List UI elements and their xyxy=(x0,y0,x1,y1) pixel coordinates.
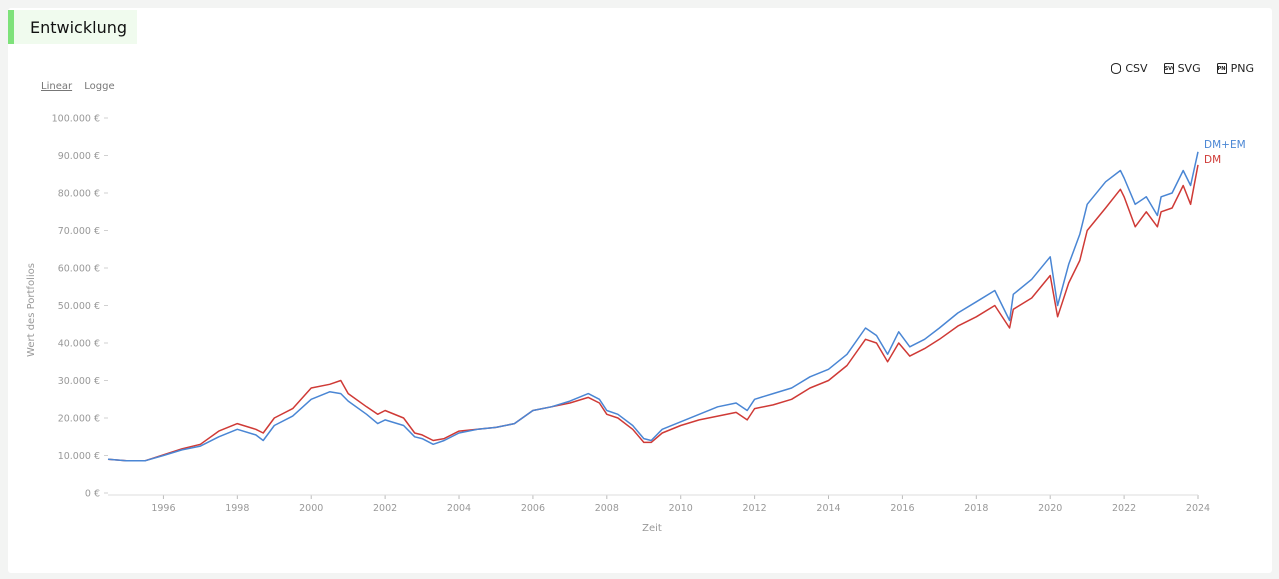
page-title: Entwicklung xyxy=(30,17,127,37)
scale-linear-button[interactable]: Linear xyxy=(41,81,73,92)
x-tick-label: 2000 xyxy=(299,503,323,514)
x-tick-label: 1996 xyxy=(151,503,175,514)
x-tick-label: 2004 xyxy=(447,503,471,514)
export-toolbar: CSV SVG SVG PNG PNG xyxy=(1111,62,1254,75)
scale-log-button[interactable]: Logge xyxy=(84,81,115,92)
series-line-dmem xyxy=(107,151,1199,462)
y-axis-label: Wert des Portfolios xyxy=(26,263,37,357)
export-csv-button[interactable]: CSV xyxy=(1111,62,1148,75)
x-axis-label: Zeit xyxy=(642,523,662,534)
x-tick-label: 1998 xyxy=(225,503,249,514)
x-tick-label: 2014 xyxy=(816,503,840,514)
x-tick-label: 2024 xyxy=(1186,503,1210,514)
database-download-icon xyxy=(1111,63,1122,74)
y-tick-label: 100.000 € xyxy=(52,114,100,125)
x-tick-label: 2020 xyxy=(1038,503,1062,514)
export-png-button[interactable]: PNG PNG xyxy=(1216,62,1254,75)
png-file-icon: PNG xyxy=(1216,63,1227,74)
legend-label: DM+EM xyxy=(1204,139,1246,151)
x-tick-label: 2022 xyxy=(1112,503,1136,514)
y-tick-label: 80.000 € xyxy=(58,189,100,200)
x-tick-label: 2016 xyxy=(890,503,914,514)
x-tick-label: 2010 xyxy=(669,503,693,514)
y-tick-label: 60.000 € xyxy=(58,264,100,275)
y-tick-label: 30.000 € xyxy=(58,376,100,387)
y-tick-label: 70.000 € xyxy=(58,226,100,237)
y-tick-label: 40.000 € xyxy=(58,339,100,350)
export-svg-label: SVG xyxy=(1177,62,1201,75)
scale-toggle: Linear Logge xyxy=(41,81,124,92)
x-tick-label: 2012 xyxy=(743,503,767,514)
export-csv-label: CSV xyxy=(1125,62,1148,75)
x-tick-label: 2018 xyxy=(964,503,988,514)
export-png-label: PNG xyxy=(1230,62,1254,75)
x-tick-label: 2002 xyxy=(373,503,397,514)
legend-label: DM xyxy=(1204,154,1221,166)
svg-file-icon: SVG xyxy=(1163,63,1174,74)
x-tick-label: 2008 xyxy=(595,503,619,514)
title-bar: Entwicklung xyxy=(8,10,137,44)
y-tick-label: 10.000 € xyxy=(58,451,100,462)
y-tick-label: 0 € xyxy=(85,489,100,500)
series-line-dm xyxy=(107,164,1199,462)
y-tick-label: 20.000 € xyxy=(58,414,100,425)
y-tick-label: 50.000 € xyxy=(58,301,100,312)
y-tick-label: 90.000 € xyxy=(58,151,100,162)
x-tick-label: 2006 xyxy=(521,503,545,514)
export-svg-button[interactable]: SVG SVG xyxy=(1163,62,1201,75)
